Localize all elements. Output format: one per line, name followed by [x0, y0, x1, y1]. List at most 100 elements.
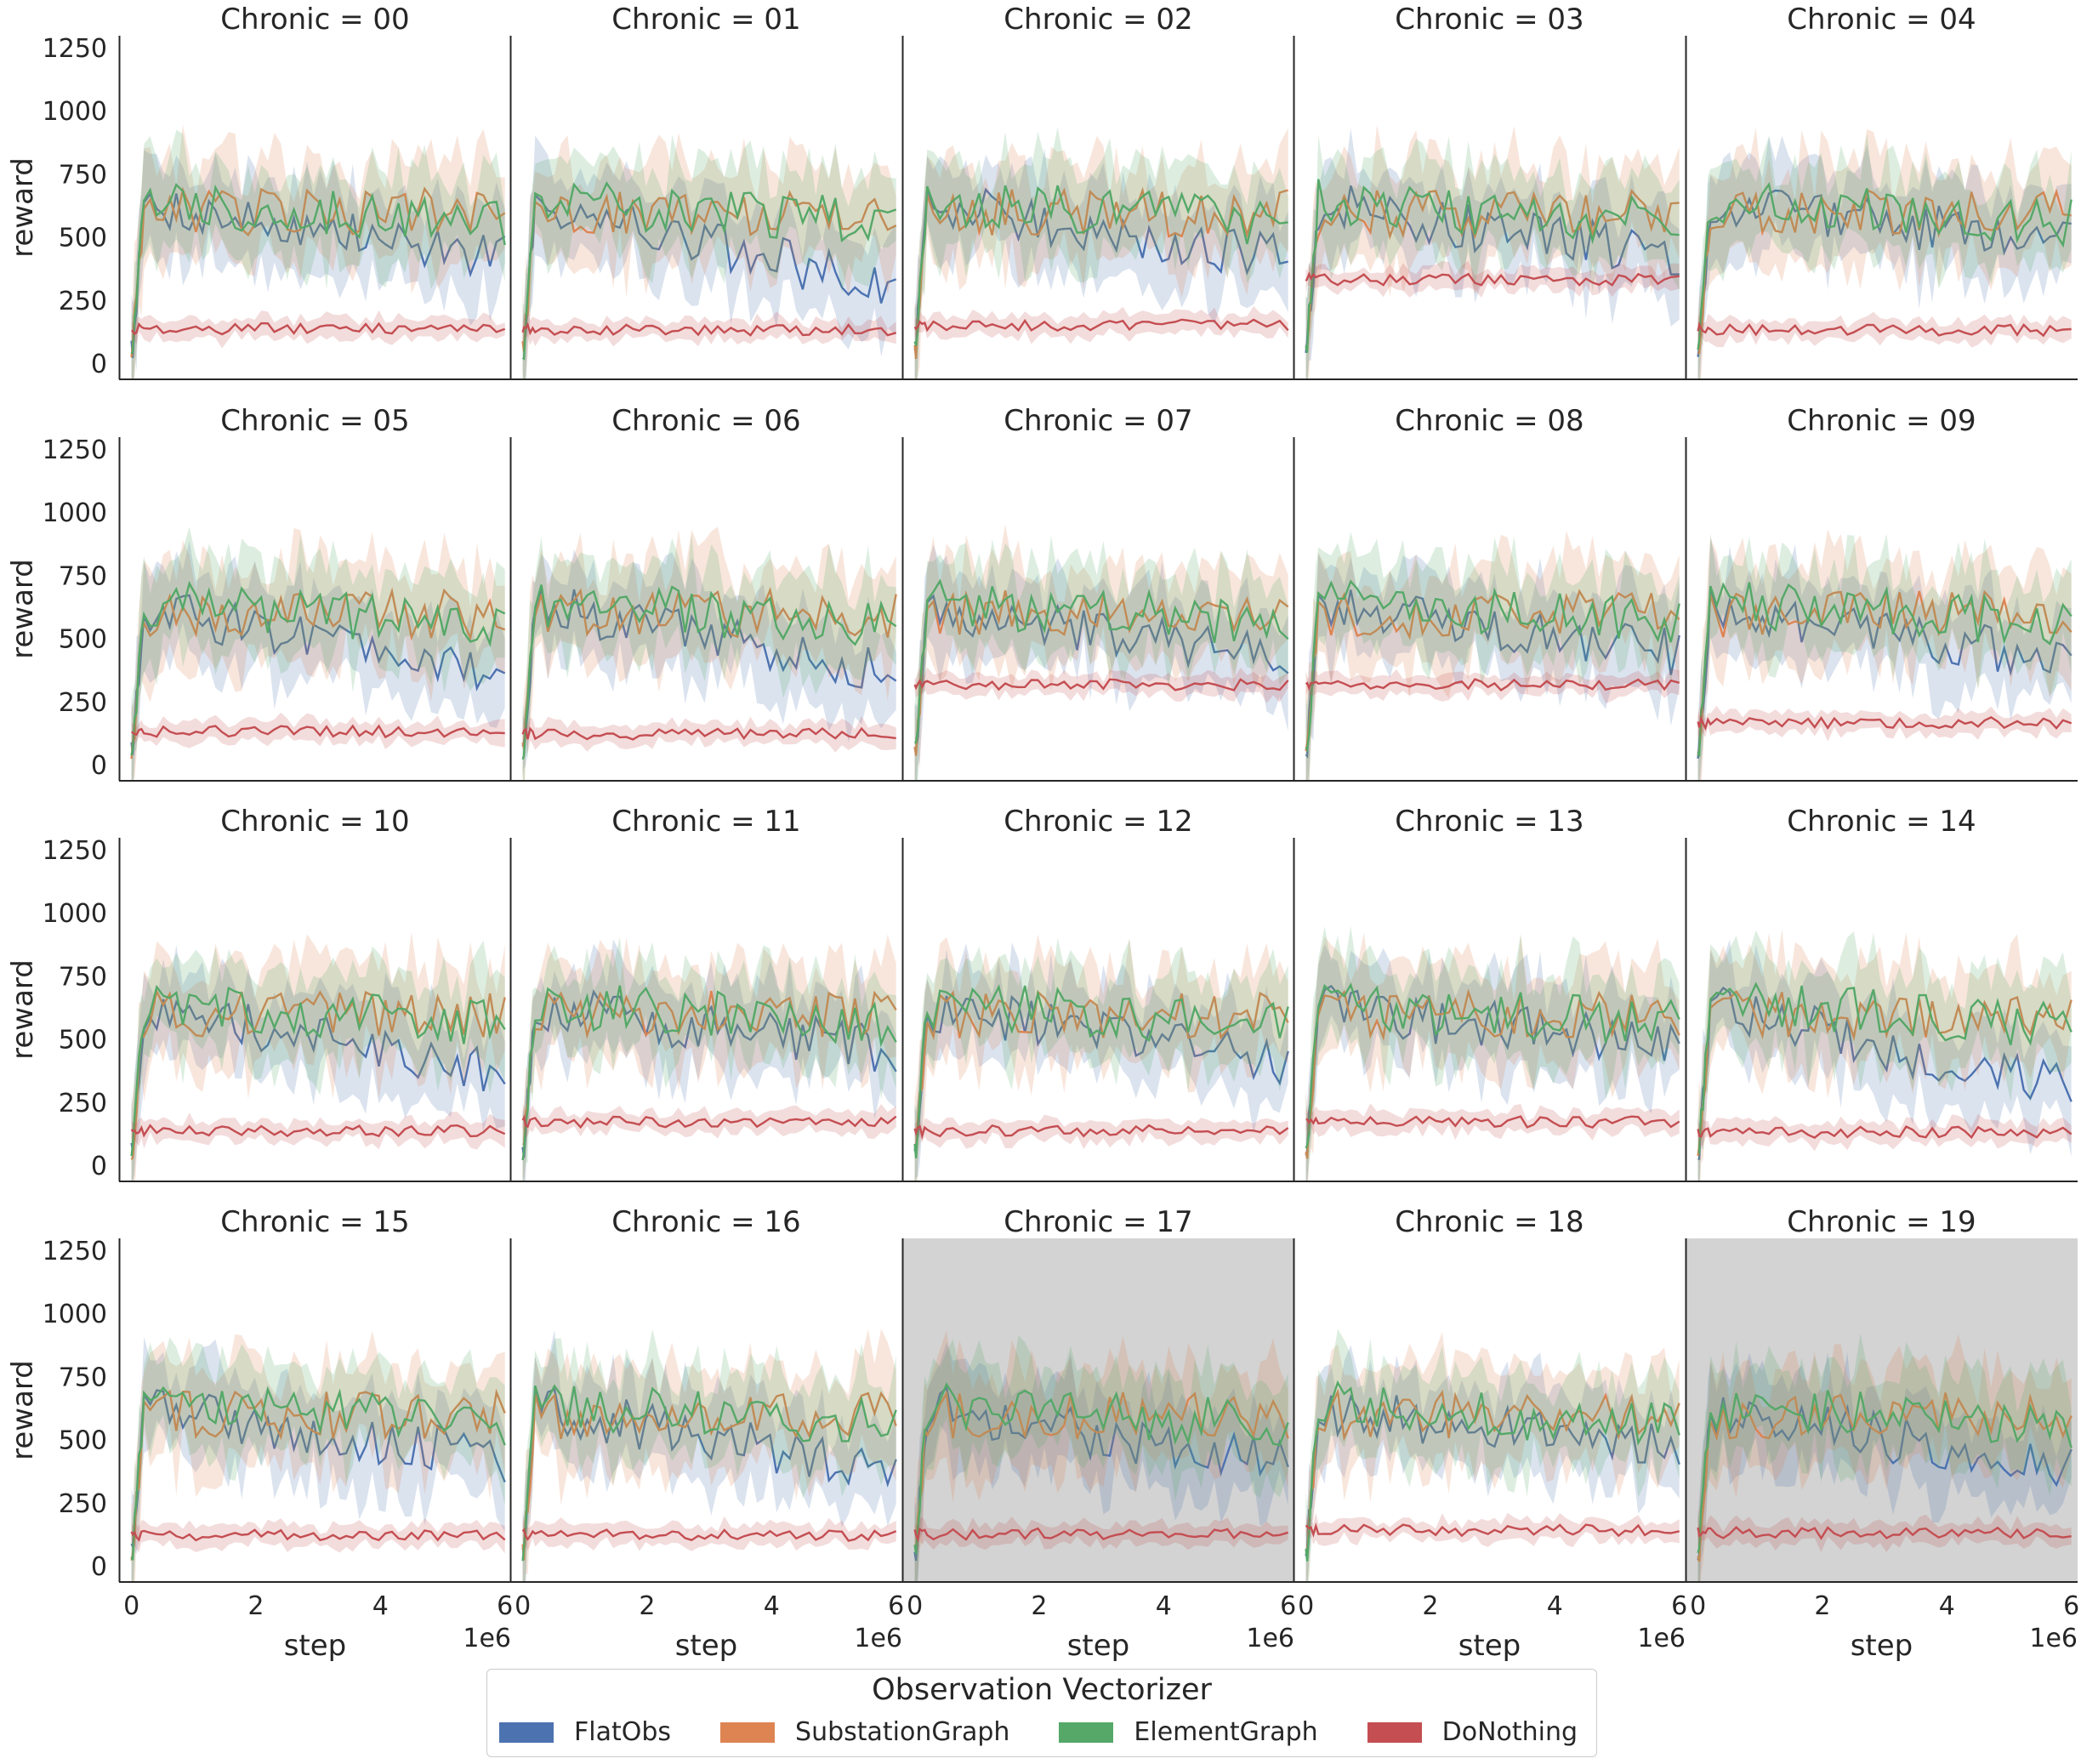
series-band-flatobs — [131, 1336, 505, 1582]
series-line-elementgraph — [1697, 582, 2072, 757]
series-band-substationgraph — [1697, 929, 2072, 1181]
series-line-substationgraph — [521, 190, 897, 352]
series-line-substationgraph — [1697, 989, 2072, 1157]
legend-swatch — [499, 1721, 554, 1743]
series-line-donothing — [521, 1114, 897, 1130]
plot-area — [1305, 124, 1680, 379]
series-band-flatobs — [914, 1341, 1288, 1582]
panel-title: Chronic = 02 — [1004, 3, 1192, 37]
series-band-elementgraph — [522, 936, 896, 1181]
series-line-elementgraph — [1305, 1380, 1680, 1562]
y-tick-label: 0 — [91, 1552, 107, 1582]
series-band-donothing — [131, 712, 505, 749]
x-tick-label: 0 — [1298, 1591, 1314, 1621]
legend-swatch — [1059, 1721, 1114, 1743]
series-line-flatobs — [521, 1387, 897, 1554]
series-line-substationgraph — [521, 990, 897, 1147]
series-band-substationgraph — [522, 133, 896, 379]
y-tick-label: 750 — [59, 962, 107, 992]
facet-panel: Chronic = 10 0 250 500 750 1000 1250 reward — [6, 805, 511, 1182]
y-axis-label: reward — [6, 1360, 40, 1460]
panel-title: Chronic = 06 — [611, 404, 800, 438]
series-line-elementgraph — [1697, 181, 2072, 350]
x-offset-label: 1e6 — [2029, 1624, 2078, 1653]
series-band-substationgraph — [914, 934, 1288, 1181]
x-tick-label: 4 — [764, 1591, 780, 1621]
series-line-flatobs — [130, 191, 506, 359]
series-band-elementgraph — [1305, 135, 1680, 379]
legend-label: DoNothing — [1441, 1717, 1578, 1747]
series-line-donothing — [1697, 714, 2072, 731]
series-line-donothing — [1697, 1125, 2072, 1140]
series-line-elementgraph — [1305, 982, 1680, 1149]
series-band-donothing — [522, 715, 896, 754]
plot-area — [521, 934, 897, 1181]
legend-items: FlatObs SubstationGraph ElementGraph DoNoth… — [499, 1717, 1578, 1747]
series-band-elementgraph — [131, 1337, 505, 1582]
x-tick-label: 6 — [1671, 1591, 1687, 1621]
series-line-flatobs — [130, 1389, 506, 1551]
legend: Observation Vectorizer FlatObs Substation… — [486, 1669, 1597, 1757]
series-line-elementgraph — [521, 181, 897, 361]
series-band-flatobs — [1697, 538, 2072, 781]
y-tick-label: 500 — [59, 1026, 107, 1056]
legend-item: DoNothing — [1367, 1717, 1578, 1747]
x-tick-label: 0 — [1690, 1591, 1706, 1621]
series-band-donothing — [131, 1517, 505, 1554]
y-tick-label: 750 — [59, 561, 107, 591]
series-band-substationgraph — [131, 124, 505, 379]
series-line-flatobs — [1305, 1394, 1680, 1556]
x-tick-label: 2 — [1422, 1591, 1438, 1621]
plot-area — [1697, 128, 2072, 379]
series-band-substationgraph — [914, 524, 1288, 781]
plot-area — [913, 1330, 1289, 1582]
series-line-donothing — [913, 1527, 1289, 1543]
y-axis-label: reward — [6, 959, 40, 1060]
panel-title: Chronic = 04 — [1787, 3, 1976, 37]
y-axis-label: reward — [6, 157, 40, 258]
y-tick-label: 250 — [59, 688, 107, 718]
series-line-donothing — [131, 724, 505, 739]
y-tick-label: 1000 — [43, 899, 107, 929]
series-band-substationgraph — [522, 526, 896, 781]
series-band-elementgraph — [131, 940, 505, 1181]
series-line-flatobs — [913, 187, 1288, 353]
series-band-elementgraph — [131, 526, 505, 781]
plot-area — [130, 1330, 506, 1582]
y-tick-label: 0 — [91, 1152, 107, 1181]
facet-panel: Chronic = 05 0 250 500 750 1000 1250 reward — [6, 404, 511, 782]
y-tick-label: 1250 — [43, 1237, 107, 1266]
series-line-donothing — [1697, 1526, 2072, 1540]
series-line-donothing — [521, 322, 897, 337]
series-band-elementgraph — [1697, 133, 2072, 379]
plot-area — [913, 934, 1289, 1181]
series-band-elementgraph — [131, 129, 505, 379]
legend-label: ElementGraph — [1134, 1717, 1318, 1747]
series-line-donothing — [913, 678, 1289, 691]
legend-label: FlatObs — [574, 1717, 672, 1747]
series-line-elementgraph — [1305, 179, 1680, 353]
plot-area — [130, 124, 506, 379]
series-band-flatobs — [1305, 128, 1680, 379]
panel-title: Chronic = 15 — [220, 1205, 409, 1239]
series-band-flatobs — [1697, 135, 2072, 379]
series-line-elementgraph — [913, 1382, 1289, 1555]
plot-area — [130, 931, 506, 1181]
y-tick-label: 500 — [59, 1426, 107, 1456]
x-axis-label: step — [1458, 1629, 1521, 1663]
series-line-elementgraph — [521, 1384, 897, 1562]
series-line-elementgraph — [913, 185, 1288, 346]
series-band-flatobs — [522, 135, 896, 379]
series-line-donothing — [913, 318, 1289, 333]
y-tick-label: 500 — [59, 224, 107, 253]
y-axis-label: reward — [6, 559, 40, 659]
facet-panel: Chronic = 08 — [1293, 404, 1686, 782]
series-band-elementgraph — [1305, 532, 1680, 781]
x-tick-label: 4 — [1939, 1591, 1955, 1621]
x-tick-label: 2 — [639, 1591, 655, 1621]
series-line-substationgraph — [130, 988, 506, 1160]
legend-swatch — [720, 1721, 776, 1743]
series-line-substationgraph — [913, 186, 1289, 360]
series-band-flatobs — [522, 549, 896, 777]
x-tick-label: 6 — [1280, 1591, 1296, 1621]
